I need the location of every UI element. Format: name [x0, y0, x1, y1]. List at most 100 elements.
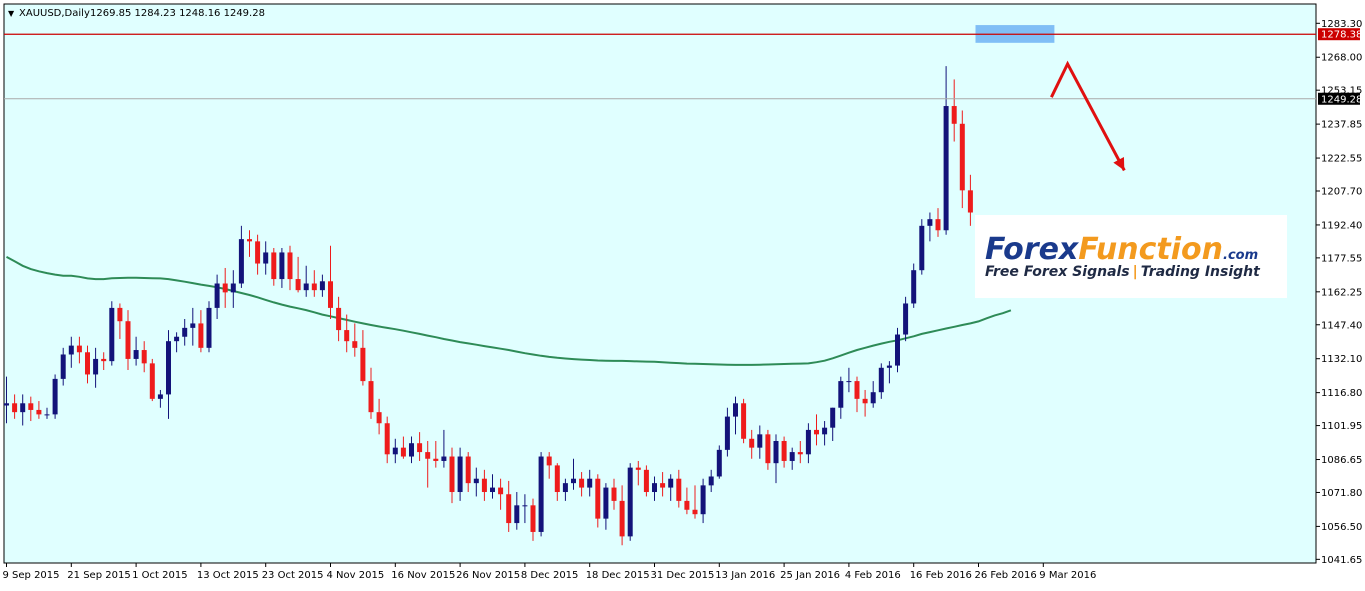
candle-body [546, 456, 552, 466]
watermark-brand: ForexFunction.com [985, 232, 1258, 267]
candle [68, 336, 74, 368]
candle [279, 248, 285, 288]
candle [781, 436, 787, 468]
candle [692, 485, 698, 519]
candle [141, 341, 147, 373]
candle-body [967, 190, 973, 213]
candle [190, 307, 196, 346]
candle-body [506, 494, 512, 524]
candle-body [133, 350, 139, 359]
x-tick-label: 23 Oct 2015 [262, 570, 324, 581]
candle-body [279, 252, 285, 280]
candle-body [692, 509, 698, 515]
candle [125, 310, 131, 371]
candle [222, 267, 228, 308]
candle [12, 394, 18, 419]
candle [814, 414, 819, 446]
candle [206, 301, 212, 353]
candle [368, 367, 374, 419]
candle [595, 474, 601, 528]
y-tick-label: 1071.80 [1321, 488, 1362, 499]
candle [417, 432, 423, 461]
resistance-price-label: 1278.38 [1321, 30, 1362, 41]
x-tick-label: 26 Feb 2016 [975, 570, 1037, 581]
candle-body [263, 252, 269, 264]
candle [149, 358, 155, 402]
y-tick-label: 1041.65 [1321, 555, 1362, 566]
candle [805, 423, 811, 464]
candle [465, 452, 471, 493]
candle [433, 440, 439, 468]
candle-body [862, 398, 868, 404]
candle-body [190, 323, 196, 328]
y-tick-label: 1162.25 [1321, 287, 1362, 298]
watermark-tagline-sep: | [1133, 264, 1138, 280]
candle-body [400, 447, 406, 457]
candle [441, 429, 447, 468]
candle [870, 381, 876, 408]
candle [400, 436, 406, 459]
candle [522, 494, 528, 524]
candle-body [141, 350, 147, 364]
candle [773, 434, 779, 484]
candle-body [814, 429, 819, 435]
candle [101, 352, 107, 371]
candle-body [911, 270, 917, 304]
candle-body [878, 367, 884, 393]
candle [765, 429, 771, 470]
x-tick-label: 21 Sep 2015 [67, 570, 130, 581]
candle [927, 212, 933, 242]
candle-body [238, 239, 244, 284]
candle-body [12, 403, 18, 413]
candle-body [336, 307, 342, 331]
y-tick-label: 1056.50 [1321, 522, 1362, 533]
current-price-tag [1318, 92, 1360, 105]
candle-body [76, 345, 82, 353]
candle-body [473, 478, 479, 484]
candle-body [449, 456, 455, 493]
candle-body [457, 456, 463, 493]
candle [344, 314, 350, 353]
candle [514, 492, 520, 530]
candle-body [668, 478, 674, 488]
x-tick-label: 18 Dec 2015 [586, 570, 650, 581]
candle [716, 445, 722, 479]
watermark-tagline: Free Forex Signals | Trading Insight [985, 264, 1261, 280]
candle [506, 480, 512, 532]
candle [943, 66, 949, 235]
y-tick-label: 1237.85 [1321, 120, 1362, 131]
candle [587, 469, 593, 497]
x-tick-label: 13 Oct 2015 [197, 570, 259, 581]
candle-body [660, 483, 666, 488]
candle [749, 429, 755, 459]
candle [627, 463, 633, 541]
watermark-tagline-b: Trading Insight [1141, 264, 1261, 280]
candle-body [603, 487, 609, 519]
candle-body [554, 465, 560, 493]
candle-body [757, 434, 763, 448]
candle-body [611, 487, 617, 501]
candle-body [311, 283, 317, 291]
y-tick-label: 1253.15 [1321, 86, 1362, 97]
candle [554, 463, 560, 501]
chart-header: ▼ XAUUSD,Daily 1269.85 1284.23 1248.16 1… [8, 8, 265, 19]
candle-body [328, 281, 333, 308]
candle [214, 274, 220, 319]
candle-body [465, 456, 471, 484]
dropdown-icon[interactable]: ▼ [8, 9, 15, 18]
y-tick-label: 1283.30 [1321, 19, 1362, 30]
candle [36, 401, 42, 419]
candle-body [797, 452, 803, 455]
candle-body [830, 407, 836, 428]
candle-body [959, 123, 965, 191]
candle-body [619, 500, 625, 537]
candle-body [741, 403, 747, 439]
candle-body [773, 440, 779, 464]
candle-body [846, 381, 852, 383]
candle [854, 376, 860, 413]
candle [911, 263, 917, 308]
candle-body [182, 327, 188, 337]
projection-arrow [1050, 60, 1126, 172]
